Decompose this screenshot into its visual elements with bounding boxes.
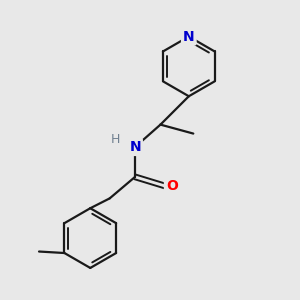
Text: N: N — [129, 140, 141, 154]
Text: O: O — [166, 179, 178, 194]
Text: N: N — [183, 29, 195, 44]
Text: H: H — [111, 133, 120, 146]
